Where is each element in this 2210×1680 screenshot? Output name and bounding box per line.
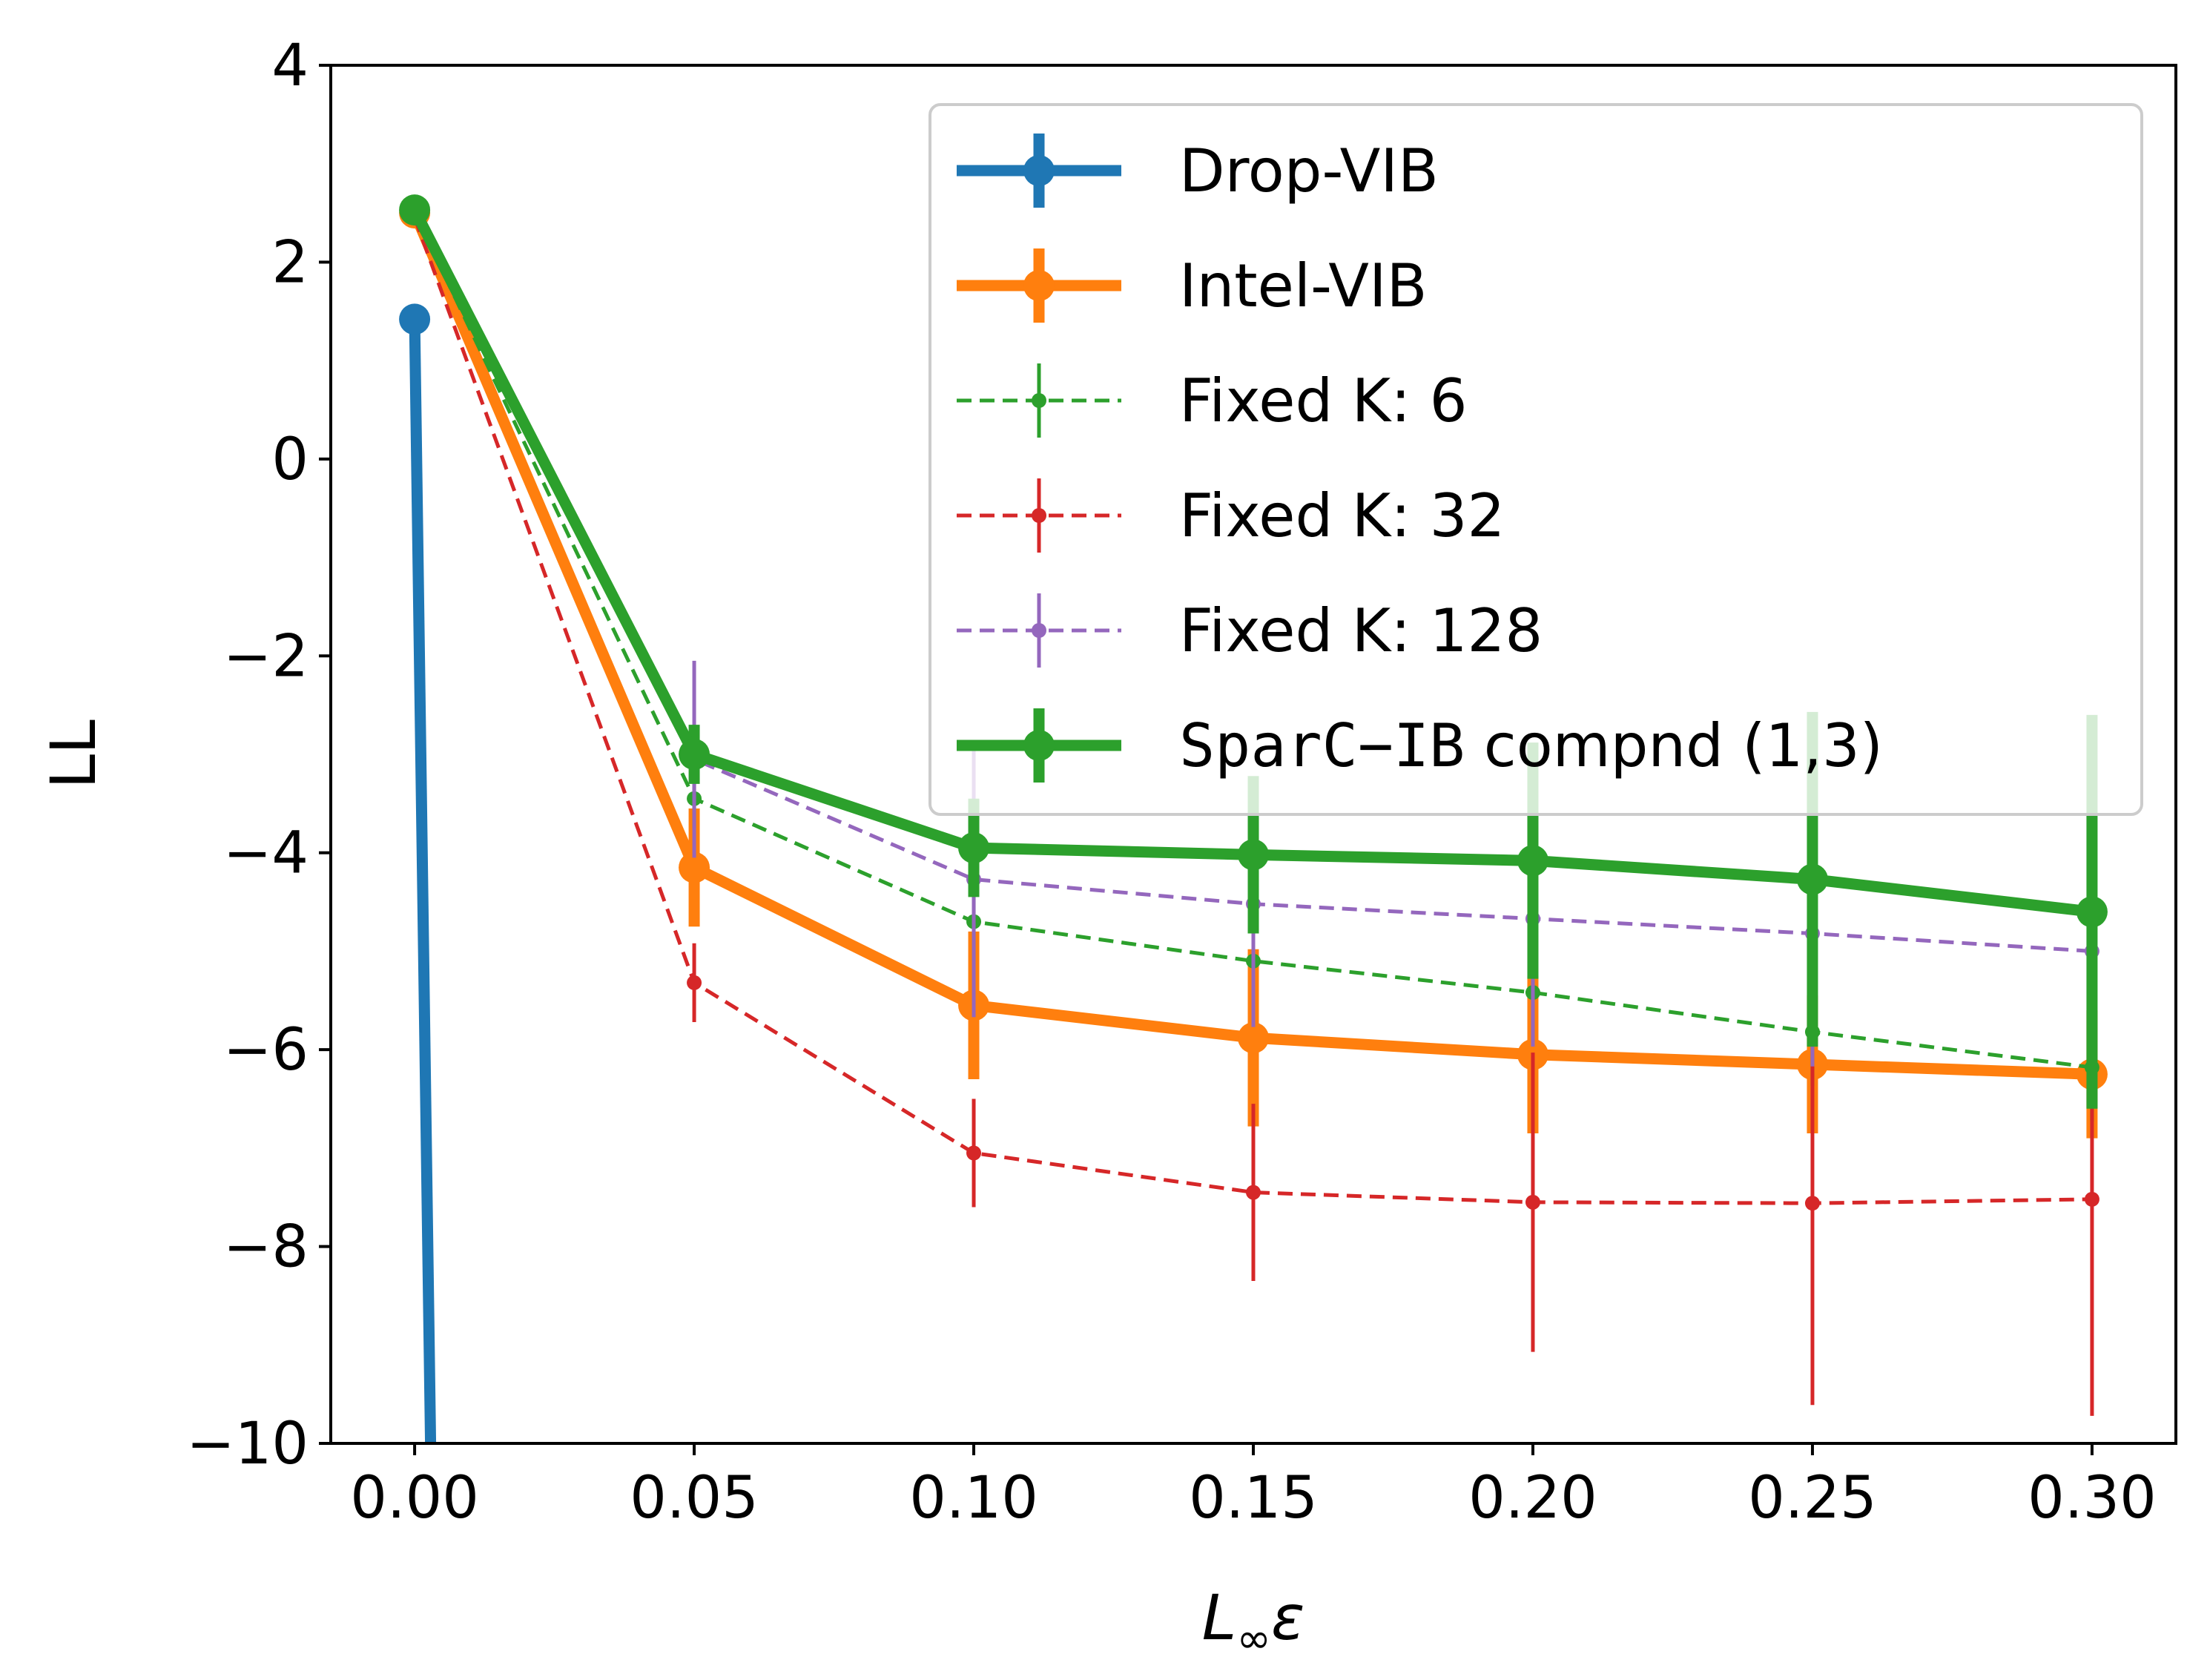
data-point xyxy=(1238,1022,1269,1054)
x-tick-label: 0.30 xyxy=(2028,1465,2157,1532)
data-point xyxy=(679,739,710,770)
legend-marker xyxy=(1023,730,1055,761)
data-point xyxy=(399,303,431,335)
legend-label: SparC−IB compnd (1,3) xyxy=(1179,711,1883,780)
x-axis-title-subscript: ∞ xyxy=(1236,1615,1271,1663)
legend-entry: SparC−IB compnd (1,3) xyxy=(957,708,1883,783)
legend-label-suffix: compnd (1,3) xyxy=(1465,711,1883,780)
legend-label-text: Fixed K: 6 xyxy=(1179,366,1467,435)
x-tick-label: 0.05 xyxy=(630,1465,759,1532)
data-point xyxy=(1804,1196,1820,1211)
data-point xyxy=(1246,1185,1261,1200)
legend-label-mono: SparC−IB xyxy=(1179,711,1465,780)
data-point xyxy=(2084,1191,2100,1207)
legend-marker xyxy=(1023,155,1055,186)
data-point xyxy=(1517,845,1548,877)
legend-marker xyxy=(1032,508,1046,523)
y-tick-label: 4 xyxy=(271,33,309,99)
data-point xyxy=(399,194,431,226)
y-tick-label: 2 xyxy=(271,229,309,296)
y-axis-title: LL xyxy=(37,719,110,789)
legend-label-text: Drop-VIB xyxy=(1179,136,1439,205)
legend-label-text: Intel-VIB xyxy=(1179,251,1428,320)
y-tick-label: −4 xyxy=(223,820,309,887)
x-axis-title-epsilon: ε xyxy=(1271,1581,1304,1654)
x-tick-label: 0.20 xyxy=(1468,1465,1597,1532)
legend-label-text: Fixed K: 128 xyxy=(1179,596,1543,665)
legend-entry: Fixed K: 32 xyxy=(957,478,1505,553)
y-tick-label: −10 xyxy=(186,1411,309,1478)
legend-entry: Drop-VIB xyxy=(957,134,1439,208)
series-0 xyxy=(399,303,437,1443)
series-line xyxy=(409,319,437,1443)
y-tick-label: −6 xyxy=(223,1017,309,1084)
legend-label-text: Fixed K: 32 xyxy=(1179,481,1505,550)
legend-entry: Intel-VIB xyxy=(957,248,1428,323)
legend-marker xyxy=(1032,623,1046,638)
x-axis-title: L∞ε xyxy=(1202,1581,1305,1663)
data-point xyxy=(1238,839,1269,871)
data-point xyxy=(958,832,990,864)
y-axis: 4 2 0 −2 −4 −6 −8 −10 xyxy=(186,33,331,1478)
x-tick-label: 0.25 xyxy=(1748,1465,1877,1532)
legend-label: Drop-VIB xyxy=(1179,136,1439,205)
data-point xyxy=(1796,863,1828,895)
legend-label: Fixed K: 6 xyxy=(1179,366,1467,435)
series-5 xyxy=(399,194,2108,1109)
x-axis: 0.00 0.05 0.10 0.15 0.20 0.25 0.30 xyxy=(350,1443,2157,1532)
data-point xyxy=(679,851,710,883)
x-tick-label: 0.15 xyxy=(1189,1465,1318,1532)
x-axis-title-main: L xyxy=(1202,1581,1237,1654)
legend-entry: Fixed K: 128 xyxy=(957,593,1543,668)
legend-marker xyxy=(1032,393,1046,408)
legend-label: Fixed K: 32 xyxy=(1179,481,1505,550)
data-point xyxy=(2076,896,2108,928)
x-tick-label: 0.00 xyxy=(350,1465,479,1532)
y-tick-label: −8 xyxy=(223,1214,309,1281)
legend: Drop-VIB Intel-VIB Fixed K: 6 Fixed K: 32 Fi… xyxy=(928,103,2143,816)
plot-area xyxy=(399,194,2108,1443)
legend-box xyxy=(928,103,2143,816)
data-point xyxy=(1525,1194,1540,1210)
legend-entry: Fixed K: 6 xyxy=(957,363,1467,438)
data-point xyxy=(687,975,702,990)
data-point xyxy=(966,1145,982,1161)
y-tick-label: 0 xyxy=(271,426,309,493)
y-tick-label: −2 xyxy=(223,623,309,690)
legend-marker xyxy=(1023,270,1055,301)
legend-label: Fixed K: 128 xyxy=(1179,596,1543,665)
x-tick-label: 0.10 xyxy=(909,1465,1038,1532)
legend-label: Intel-VIB xyxy=(1179,251,1428,320)
